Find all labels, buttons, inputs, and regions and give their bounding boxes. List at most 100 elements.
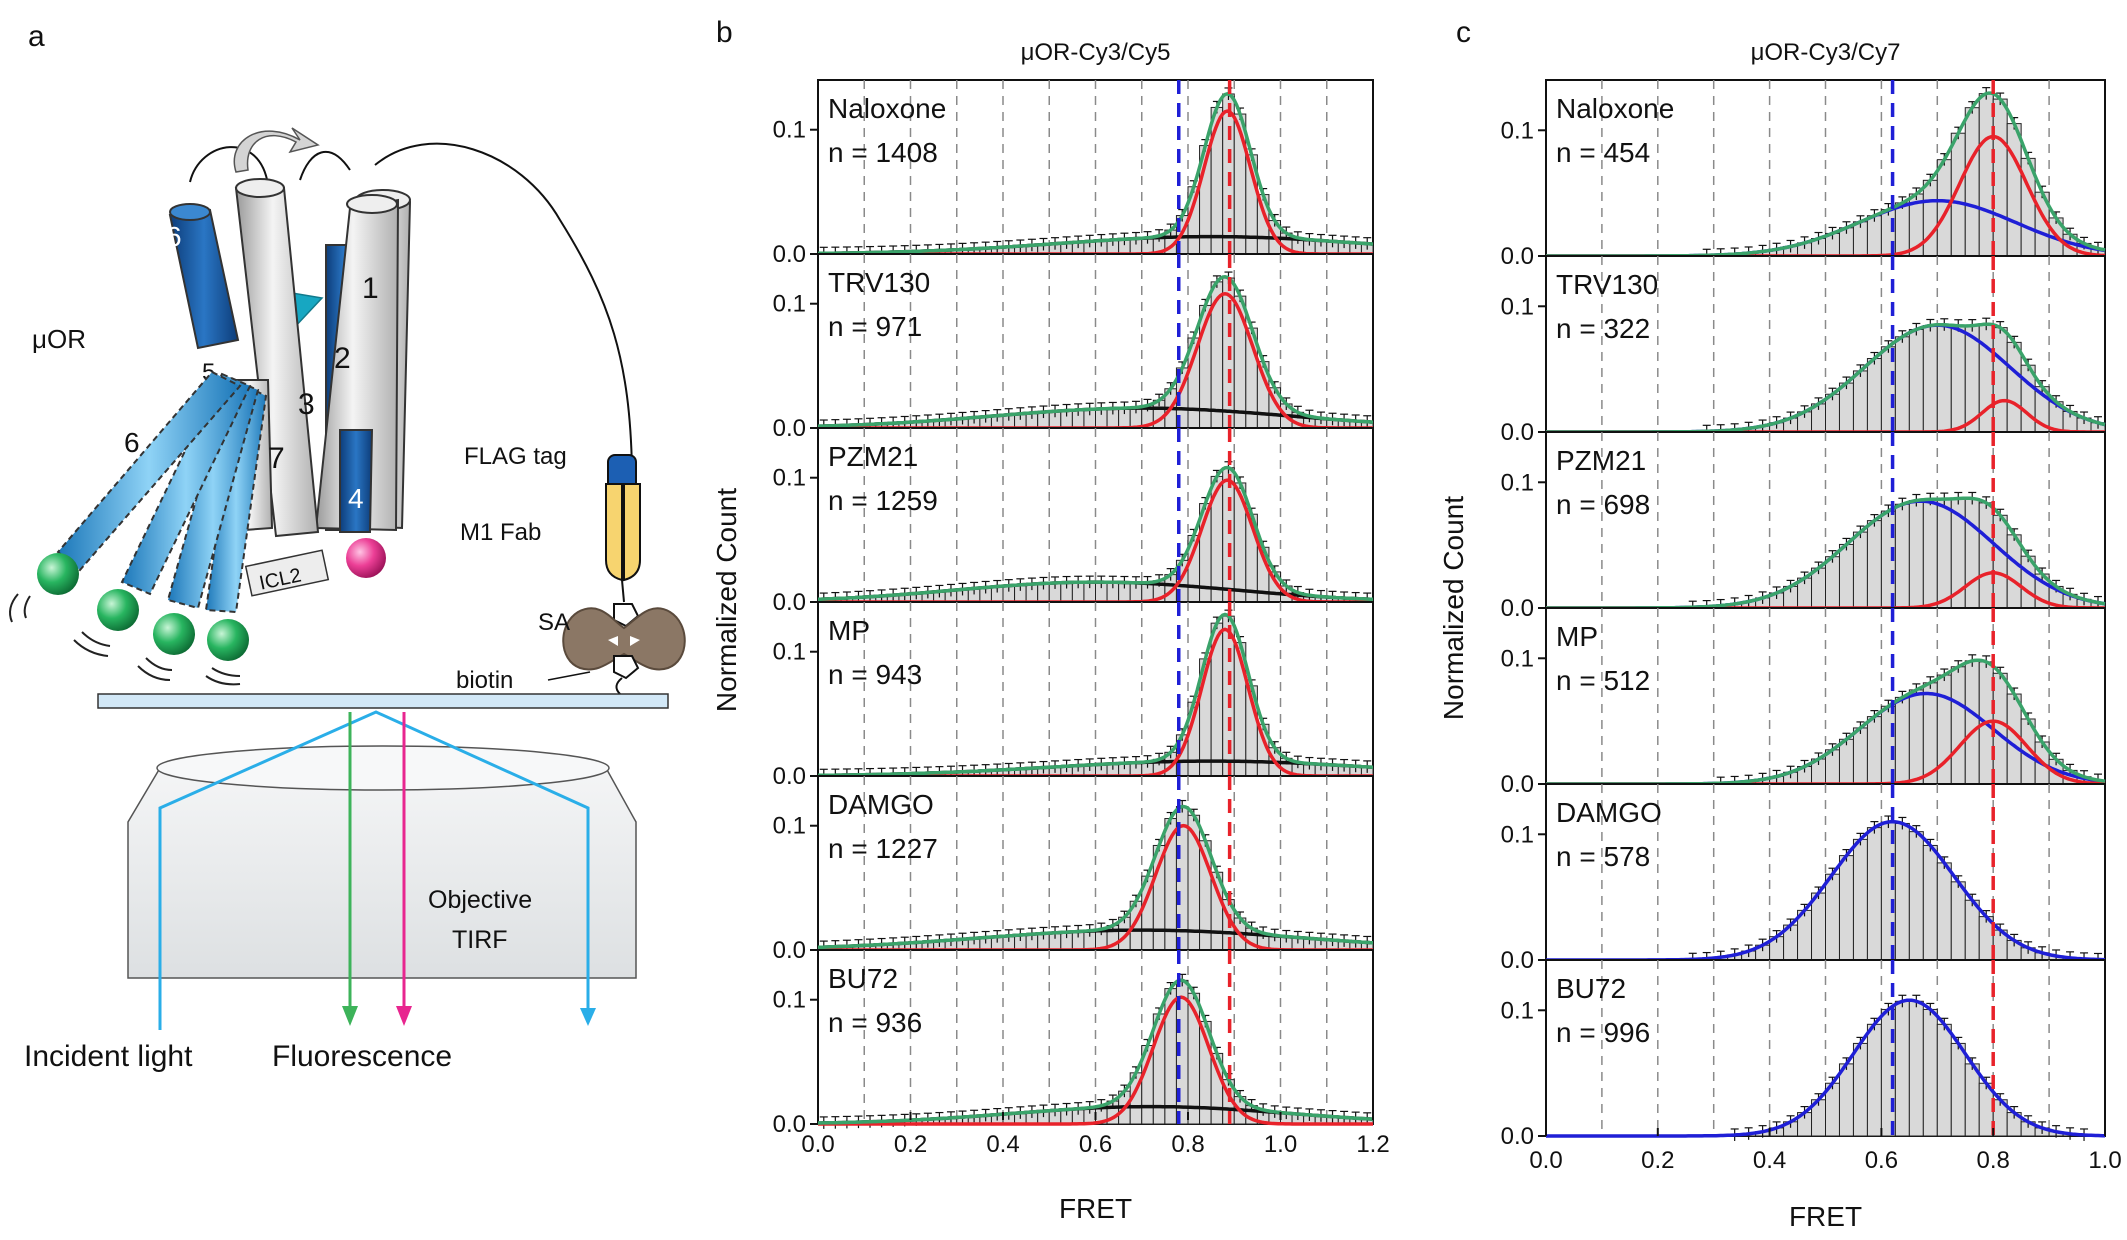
- histogram-bar: [1950, 881, 1966, 961]
- histogram-bar: [2006, 534, 2022, 609]
- histogram-bar: [2006, 123, 2022, 257]
- subplot-mp: MP n = 943 0.0 0.1: [773, 601, 1374, 790]
- histogram-bar: [1936, 862, 1952, 961]
- subplot-trv130: TRV130 n = 322 0.0 0.1: [1501, 255, 2106, 446]
- sample-size-label: n = 1408: [828, 137, 938, 168]
- x-tick-label: 1.0: [1264, 1131, 1297, 1158]
- histogram-bar: [1852, 838, 1868, 961]
- sample-size-label: n = 578: [1556, 841, 1650, 872]
- histogram-bar: [1922, 498, 1938, 609]
- histogram-bar: [1866, 520, 1882, 609]
- sample-size-label: n = 698: [1556, 489, 1650, 520]
- histogram-bar: [1992, 514, 2008, 609]
- subplot-trv130: TRV130 n = 971 0.0 0.1: [773, 253, 1374, 442]
- histogram-bar: [1936, 1023, 1952, 1137]
- y-tick-label: 0.1: [773, 291, 806, 318]
- histogram-bar: [1880, 1008, 1896, 1137]
- histogram-bar: [1922, 325, 1938, 433]
- motion-marks: [9, 593, 241, 686]
- condition-label: PZM21: [1556, 445, 1646, 476]
- histogram-bar: [1908, 1000, 1924, 1137]
- y-tick-label: 0.1: [1501, 293, 1534, 320]
- streptavidin-pocket: [608, 636, 640, 646]
- sa-label: SA: [538, 609, 570, 636]
- chart-title: μOR-Cy3/Cy7: [1751, 39, 1901, 66]
- tirf-label: TIRF: [452, 926, 508, 954]
- fluorescence-green-arrowhead: [342, 1006, 358, 1026]
- helix-label: 1: [362, 272, 379, 305]
- subplot-mp: MP n = 512 0.0 0.1: [1501, 607, 2106, 798]
- x-axis-label: FRET: [1059, 1193, 1132, 1224]
- condition-label: BU72: [828, 963, 898, 994]
- condition-label: Naloxone: [1556, 93, 1674, 124]
- subplot-damgo: DAMGO n = 1227 0.0 0.1: [773, 775, 1374, 964]
- y-tick-label: 0.0: [773, 415, 806, 442]
- y-tick-label: 0.1: [773, 639, 806, 666]
- subplot-bu72: BU72 n = 936 0.0 0.1: [773, 949, 1374, 1138]
- fit-total: [817, 465, 1374, 602]
- helix-2: [314, 194, 400, 532]
- histogram-bar: [1838, 1063, 1854, 1137]
- histogram-bar: [1922, 1008, 1938, 1137]
- incident-light-path: [158, 710, 590, 1030]
- sample-size-label: n = 454: [1556, 137, 1650, 168]
- donor-dye: [97, 589, 139, 631]
- subplot-pzm21: PZM21 n = 1259 0.0 0.1: [773, 427, 1374, 616]
- y-tick-label: 0.1: [773, 987, 806, 1014]
- histogram-bar: [1866, 716, 1882, 785]
- panel-letter-b: b: [716, 16, 733, 49]
- histogram-bar: [1964, 1063, 1980, 1137]
- x-tick-label: 1.0: [2088, 1147, 2121, 1174]
- x-tick-label: 0.4: [986, 1131, 1019, 1158]
- x-tick-label: 1.2: [1356, 1131, 1389, 1158]
- extracellular-loop: [189, 146, 269, 186]
- fit-total: [817, 804, 1374, 950]
- rotation-arrow-icon: [233, 127, 320, 173]
- linker: [621, 579, 625, 603]
- helix-label: 6: [124, 427, 140, 458]
- fab-label: M1 Fab: [460, 519, 541, 546]
- histogram-bar: [1992, 327, 2008, 433]
- subplot-pzm21: PZM21 n = 698 0.0 0.1: [1501, 431, 2106, 622]
- histogram-bar: [1894, 336, 1910, 433]
- histogram-bar: [1964, 660, 1980, 785]
- histogram-bar: [1838, 738, 1854, 785]
- histogram-bar: [2006, 341, 2022, 433]
- fit-component-b: [1546, 998, 2105, 1138]
- y-tick-label: 0.1: [773, 117, 806, 144]
- y-tick-label: 0.1: [1501, 645, 1534, 672]
- histogram-bar: [1894, 503, 1910, 609]
- x-axis-label: FRET: [1789, 1201, 1862, 1232]
- histogram-bar: [1908, 689, 1924, 785]
- y-tick-label: 0.1: [1501, 821, 1534, 848]
- fit-component-a: [818, 995, 1373, 1126]
- y-tick-label: 0.0: [1501, 771, 1534, 798]
- sample-size-label: n = 996: [1556, 1017, 1650, 1048]
- histogram-bar: [1908, 831, 1924, 961]
- subplot-naloxone: Naloxone n = 454 0.0 0.1: [1501, 79, 2106, 270]
- glass-slide: [97, 693, 669, 709]
- histogram-bar: [1894, 822, 1910, 961]
- helix-6-inactive: [168, 203, 240, 350]
- fit-total: [817, 91, 1374, 256]
- histogram-bar: [1866, 1023, 1882, 1137]
- y-tick-label: 0.1: [773, 465, 806, 492]
- histogram-bar: [1852, 370, 1868, 433]
- subplot-damgo: DAMGO n = 578 0.0 0.1: [1501, 783, 2106, 974]
- x-tick-label: 0.0: [801, 1131, 834, 1158]
- y-tick-label: 0.1: [1501, 117, 1534, 144]
- reflected-arrowhead: [580, 1008, 596, 1026]
- histogram-bar: [1950, 1042, 1966, 1137]
- y-tick-label: 0.0: [1501, 243, 1534, 270]
- panel-letter-a: a: [28, 20, 45, 53]
- biotin-label: biotin: [456, 667, 513, 694]
- y-tick-label: 0.0: [1501, 947, 1534, 974]
- y-tick-label: 0.0: [773, 937, 806, 964]
- y-tick-label: 0.0: [773, 763, 806, 790]
- x-tick-label: 0.0: [1529, 1147, 1562, 1174]
- histogram-bar: [1978, 323, 1994, 433]
- objective-lens: [156, 745, 610, 791]
- condition-label: PZM21: [828, 441, 918, 472]
- histogram-bar: [1908, 328, 1924, 433]
